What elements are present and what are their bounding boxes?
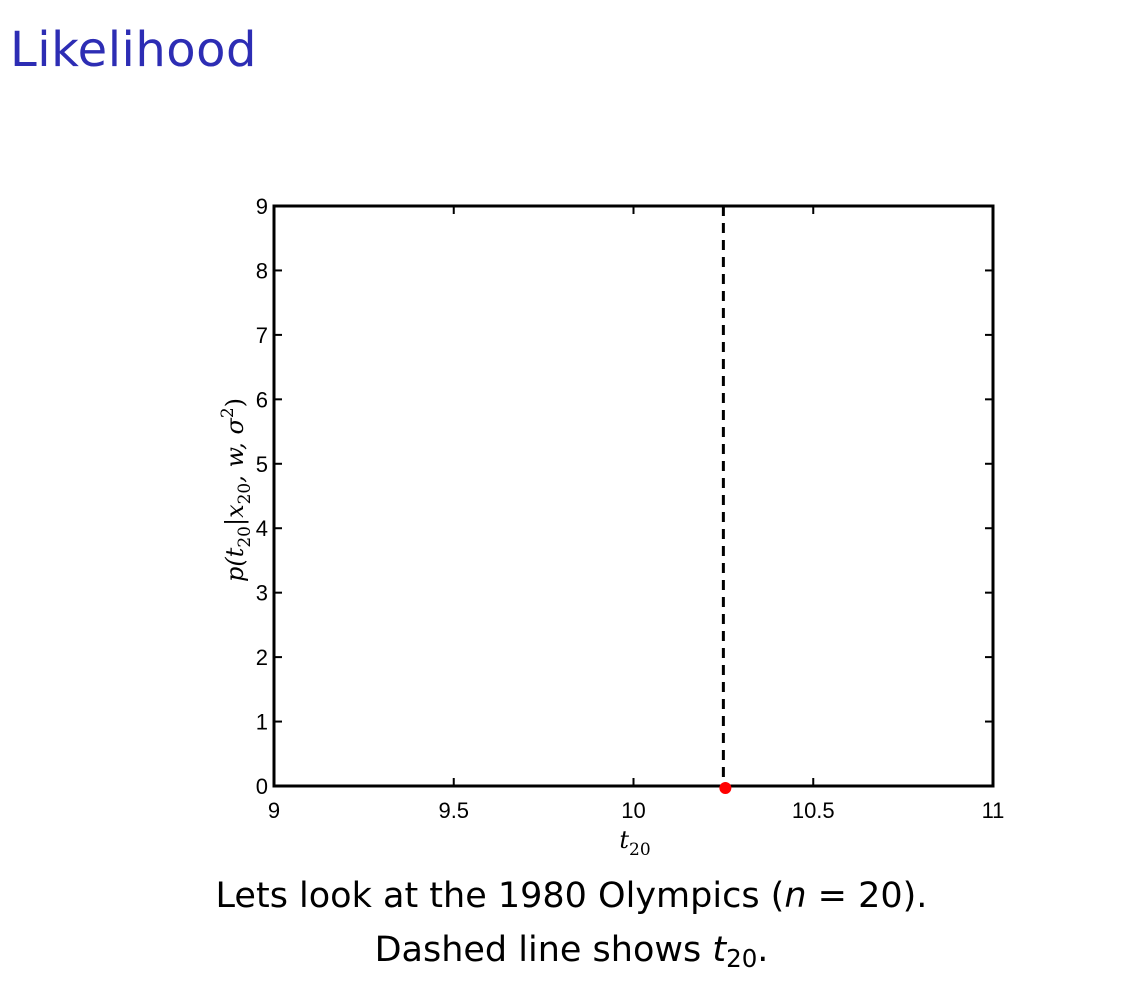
y-axis-label: p(t20|x20, w, σ2) bbox=[218, 398, 255, 582]
caption-line-2: Dashed line shows t20. bbox=[0, 930, 1143, 974]
axes-frame bbox=[272, 204, 995, 788]
y-tick-label: 6 bbox=[256, 387, 268, 412]
x-tick-label: 9 bbox=[268, 798, 280, 823]
y-tick-label: 0 bbox=[256, 774, 268, 799]
y-tick-label: 3 bbox=[256, 581, 268, 606]
x-tick-label: 11 bbox=[982, 798, 1005, 823]
caption-line-1: Lets look at the 1980 Olympics (n = 20). bbox=[0, 876, 1143, 916]
y-tick-label: 1 bbox=[256, 710, 268, 735]
slide-title: Likelihood bbox=[10, 22, 257, 78]
y-tick-label: 9 bbox=[256, 194, 268, 219]
y-tick-label: 7 bbox=[256, 323, 268, 348]
caption-suffix-2: . bbox=[757, 930, 769, 970]
x-tick-label: 9.5 bbox=[438, 798, 469, 823]
x-tick-label: 10.5 bbox=[792, 798, 835, 823]
caption-sub-20: 20 bbox=[726, 944, 758, 974]
caption-text-1: Lets look at the 1980 Olympics ( bbox=[215, 876, 785, 916]
y-tick-label: 5 bbox=[256, 452, 268, 477]
y-tick-label: 8 bbox=[256, 258, 268, 283]
y-tick-label: 2 bbox=[256, 645, 268, 670]
x-axis-label: t20 bbox=[619, 826, 650, 860]
caption-var-t: t bbox=[712, 930, 727, 970]
x-tick-label: 10 bbox=[621, 798, 645, 823]
likelihood-chart: 9 9.5 10 10.5 11 0 1 2 3 4 5 6 7 8 9 t20 p(t20|x20, w, σ… bbox=[218, 194, 1004, 860]
caption-var-n: n bbox=[784, 876, 807, 916]
caption-text-2: Dashed line shows bbox=[374, 930, 713, 970]
caption-suffix-1: ). bbox=[902, 876, 928, 916]
data-point bbox=[719, 782, 732, 794]
caption-eq: = 20 bbox=[806, 876, 903, 916]
y-tick-label: 4 bbox=[256, 516, 268, 541]
plot-area: 9 9.5 10 10.5 11 0 1 2 3 4 5 6 7 8 9 t20 p(t20|x20, w, σ… bbox=[218, 194, 1004, 860]
